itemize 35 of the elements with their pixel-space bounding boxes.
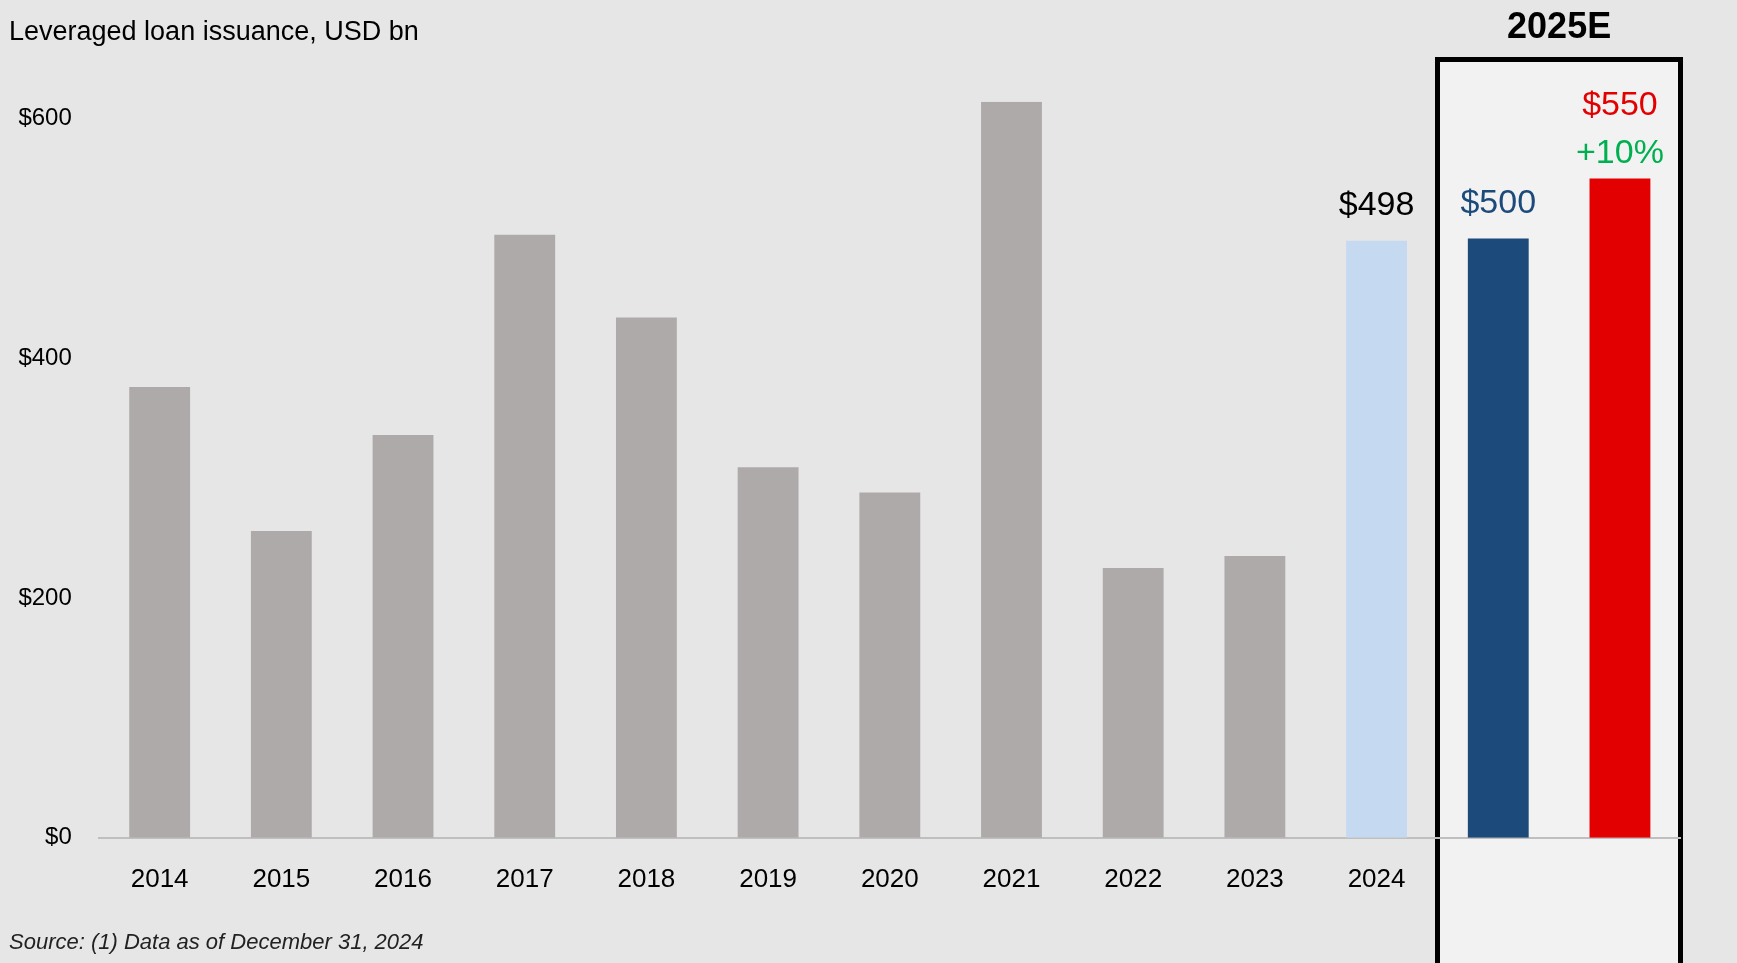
- data-label: $550: [1582, 83, 1658, 122]
- bar: [1224, 556, 1286, 838]
- x-tick-label: 2018: [617, 863, 676, 894]
- bar: [494, 234, 556, 838]
- x-tick-label: 2020: [860, 863, 919, 894]
- data-label: $498: [1338, 184, 1415, 223]
- bar: [1346, 240, 1407, 838]
- x-tick-label: 2015: [252, 863, 311, 894]
- y-tick-label: $0: [45, 822, 72, 850]
- bar: [981, 101, 1042, 838]
- bar: [1467, 238, 1529, 838]
- x-tick-label: 2016: [374, 863, 432, 894]
- x-tick-label: 2021: [982, 863, 1041, 894]
- x-tick-label: 2022: [1104, 863, 1163, 894]
- x-tick-label: 2017: [495, 863, 554, 894]
- x-tick-label: 2024: [1347, 863, 1406, 894]
- bar: [372, 434, 434, 838]
- bar: [859, 492, 921, 838]
- source-note: Source: (1) Data as of December 31, 2024: [9, 929, 424, 955]
- bar: [250, 530, 312, 838]
- chart-title: Leveraged loan issuance, USD bn: [9, 16, 419, 47]
- text: 2025E: [1507, 5, 1612, 47]
- y-tick-label: $400: [18, 342, 72, 370]
- y-tick-label: $600: [18, 103, 72, 131]
- bar: [737, 467, 799, 838]
- x-tick-label: 2019: [739, 863, 798, 894]
- data-label: $500: [1460, 181, 1537, 220]
- bar: [1589, 178, 1651, 838]
- x-tick-label: 2014: [130, 863, 189, 894]
- annotation: +10%: [1576, 131, 1664, 170]
- bar: [1102, 568, 1164, 838]
- x-tick-label: 2023: [1225, 863, 1284, 894]
- bar: [615, 317, 677, 838]
- y-tick-label: $200: [18, 582, 72, 610]
- bar: [129, 387, 191, 838]
